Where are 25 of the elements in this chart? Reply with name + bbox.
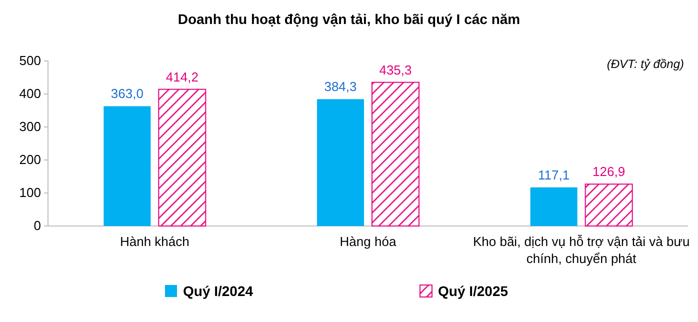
- annotation: (ĐVT: tỷ đồng): [606, 57, 684, 71]
- bar: [372, 82, 420, 226]
- bar: [158, 88, 206, 226]
- y-tick-label: 0: [34, 218, 41, 234]
- data-label: 126,9: [592, 164, 626, 180]
- data-label: 117,1: [538, 167, 570, 182]
- data-label: 384,3: [324, 79, 357, 94]
- y-tick-label: 300: [19, 119, 41, 134]
- x-tick-label: Kho bãi, dịch vụ hỗ trợ vận tải và bưu chính, chuyển phát: [472, 234, 690, 266]
- data-label: 363,0: [110, 86, 144, 102]
- data-label: 414,2: [166, 69, 198, 84]
- y-tick-label: 100: [19, 185, 41, 200]
- y-tick-label: 400: [19, 86, 41, 102]
- x-tick-label: Hành khách: [120, 234, 190, 249]
- chart-title: Doanh thu hoạt động vận tải, kho bãi quý I các năm: [178, 11, 520, 27]
- data-label: 435,3: [379, 62, 412, 78]
- bar: [530, 187, 578, 226]
- bar: [317, 99, 364, 226]
- y-tick-label: 500: [19, 53, 41, 68]
- bar: [104, 106, 151, 226]
- legend-label: Quý I/2024: [183, 283, 254, 299]
- legend-label: Quý I/2025: [438, 283, 508, 299]
- bar: [584, 184, 633, 226]
- x-tick-label: Hàng hóa: [340, 234, 397, 249]
- y-tick-label: 200: [19, 152, 41, 168]
